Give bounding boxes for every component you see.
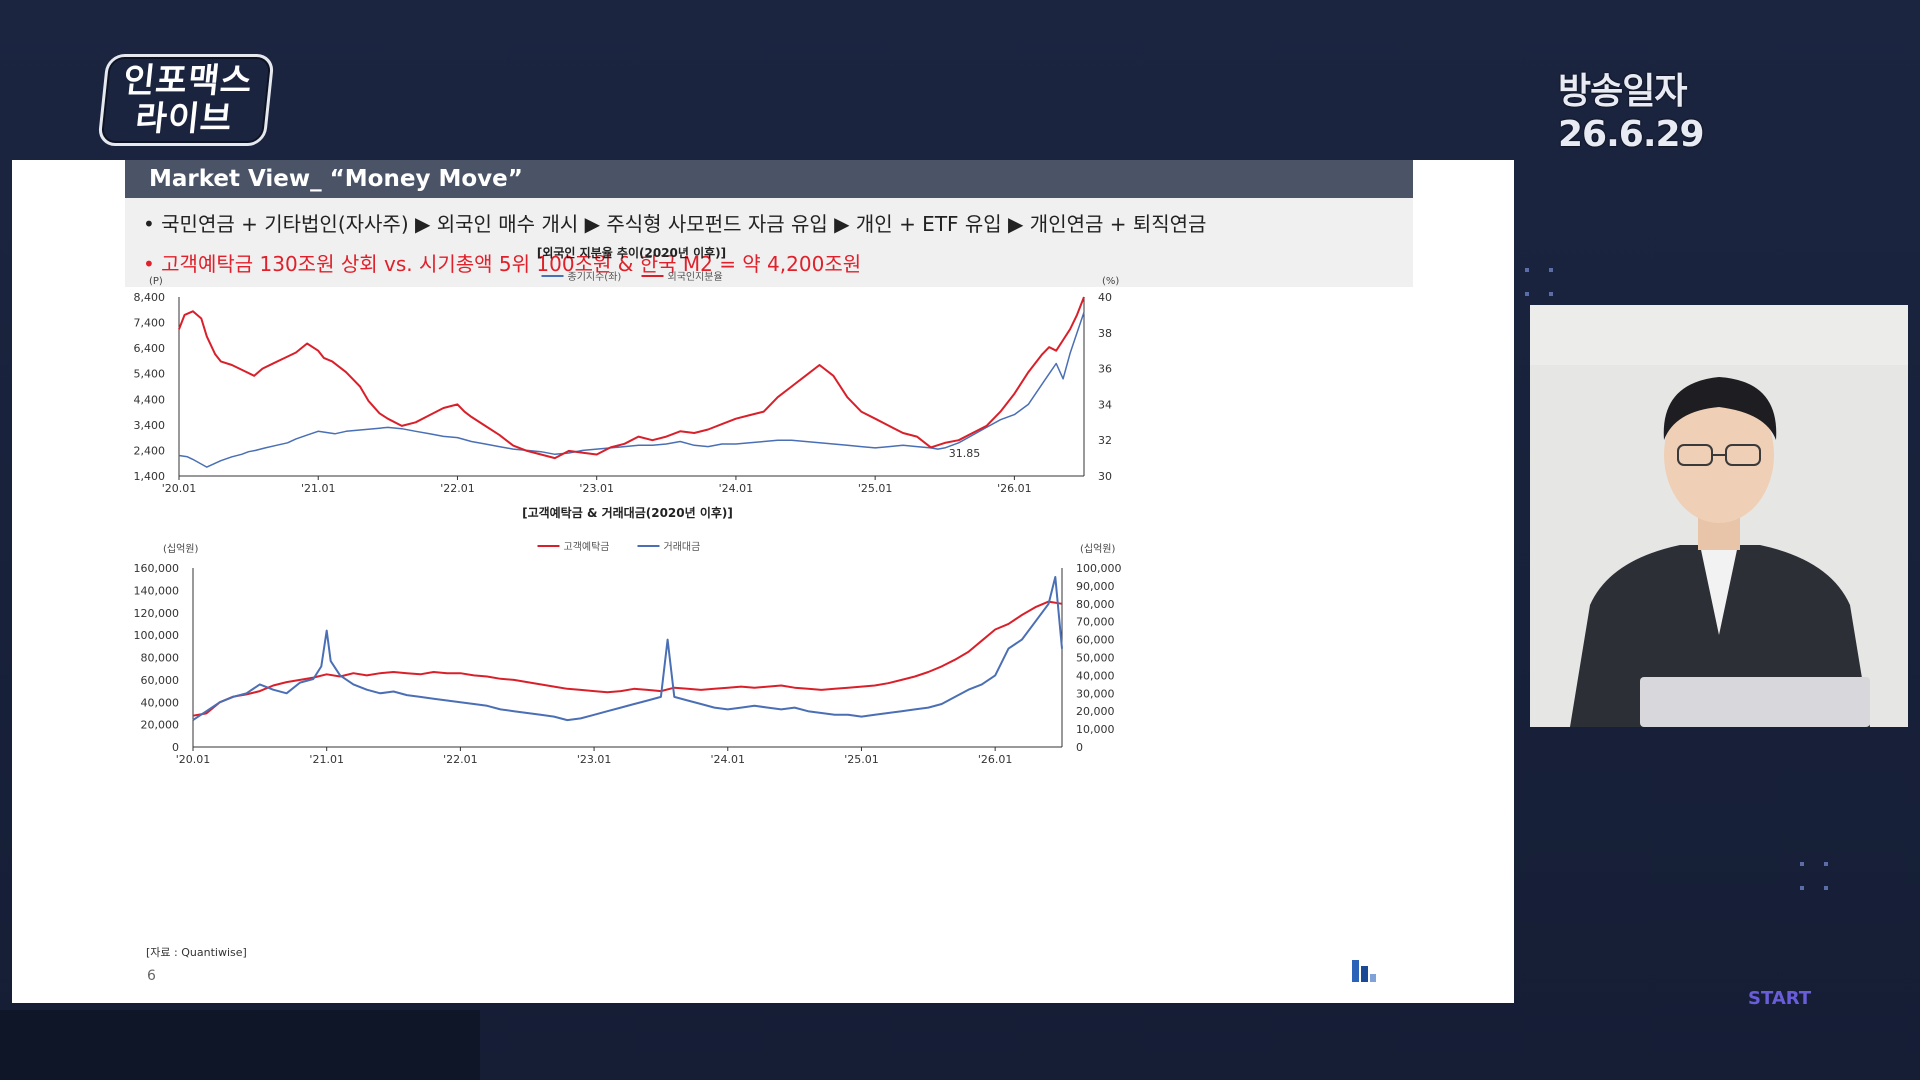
right-tick-label: 34 bbox=[1098, 398, 1112, 411]
x-tick-label: '21.01 bbox=[309, 753, 344, 766]
legend-label: 고객예탁금 bbox=[564, 541, 610, 553]
right-axis-unit: (십억원) bbox=[1080, 543, 1116, 555]
presenter-figure bbox=[1530, 305, 1908, 727]
left-axis-unit: (P) bbox=[149, 276, 163, 287]
legend-label: 종기지수(좌) bbox=[568, 271, 622, 283]
right-tick-label: 36 bbox=[1098, 363, 1112, 376]
charts-canvas: [외국인 지분율 추이(2020년 이후)] 종기지수(좌) 외국인지분율 (P) (%… bbox=[134, 245, 1122, 766]
right-tick-label: 40 bbox=[1098, 291, 1112, 304]
x-tick-label: '22.01 bbox=[440, 482, 475, 495]
x-tick-label: '25.01 bbox=[858, 482, 893, 495]
decor-dots-bottom bbox=[1800, 862, 1840, 902]
right-tick-label: 60,000 bbox=[1076, 634, 1115, 647]
left-tick-label: 120,000 bbox=[134, 607, 180, 620]
left-tick-label: 4,400 bbox=[134, 393, 166, 406]
x-tick-label: '24.01 bbox=[711, 753, 746, 766]
x-tick-label: '26.01 bbox=[997, 482, 1032, 495]
right-tick-label: 40,000 bbox=[1076, 669, 1115, 682]
series-line-b bbox=[192, 576, 1063, 722]
decor-dots-top bbox=[1525, 268, 1565, 308]
right-tick-label: 90,000 bbox=[1076, 580, 1115, 593]
infomax-live-logo: 인포맥스 라이브 bbox=[97, 54, 275, 146]
left-tick-label: 100,000 bbox=[134, 629, 180, 642]
broadcast-date: 방송일자 26.6.29 bbox=[1558, 71, 1705, 155]
logo-line2: 라이브 bbox=[133, 99, 235, 139]
left-tick-label: 5,400 bbox=[134, 368, 166, 381]
chart-title: [고객예탁금 & 거래대금(2020년 이후)] bbox=[522, 505, 733, 520]
right-tick-label: 20,000 bbox=[1076, 705, 1115, 718]
right-tick-label: 70,000 bbox=[1076, 616, 1115, 629]
legend-label: 외국인지분율 bbox=[668, 271, 723, 283]
slide-summary-box: • 국민연금 + 기타법인(자사주) ▶ 외국인 매수 개시 ▶ 주식형 사모펀… bbox=[125, 198, 1413, 287]
x-tick-label: '24.01 bbox=[719, 482, 754, 495]
right-tick-label: 80,000 bbox=[1076, 598, 1115, 611]
right-tick-label: 100,000 bbox=[1076, 562, 1122, 575]
left-tick-label: 7,400 bbox=[134, 317, 166, 330]
left-tick-label: 60,000 bbox=[141, 674, 180, 687]
right-tick-label: 38 bbox=[1098, 327, 1112, 340]
left-tick-label: 80,000 bbox=[141, 652, 180, 665]
x-tick-label: '23.01 bbox=[579, 482, 614, 495]
slide-page-number: 6 bbox=[147, 968, 156, 984]
background-strip bbox=[0, 1010, 480, 1080]
right-tick-label: 30,000 bbox=[1076, 687, 1115, 700]
series-line-b bbox=[178, 296, 1085, 460]
legend-label: 거래대금 bbox=[664, 541, 701, 553]
left-tick-label: 3,400 bbox=[134, 419, 166, 432]
right-tick-label: 32 bbox=[1098, 434, 1112, 447]
x-tick-label: '26.01 bbox=[978, 753, 1013, 766]
left-tick-label: 40,000 bbox=[141, 696, 180, 709]
x-tick-label: '20.01 bbox=[176, 753, 211, 766]
logo-line1: 인포맥스 bbox=[121, 61, 255, 101]
x-tick-label: '22.01 bbox=[443, 753, 478, 766]
right-tick-label: 0 bbox=[1076, 741, 1083, 754]
right-axis-unit: (%) bbox=[1102, 276, 1119, 287]
series-line-a bbox=[178, 312, 1085, 468]
chart-annotation: 31.85 bbox=[949, 447, 981, 460]
presenter-video bbox=[1530, 305, 1908, 727]
series-line-a bbox=[192, 600, 1063, 717]
left-tick-label: 140,000 bbox=[134, 584, 180, 597]
right-tick-label: 10,000 bbox=[1076, 723, 1115, 736]
start-label: START bbox=[1748, 988, 1812, 1009]
slide-title: Market View_ “Money Move” bbox=[125, 160, 1413, 198]
left-tick-label: 160,000 bbox=[134, 562, 180, 575]
summary-bullet-deposit: • 고객예탁금 130조원 상회 vs. 시기총액 5위 100조원 & 한국 … bbox=[143, 252, 862, 276]
right-tick-label: 50,000 bbox=[1076, 652, 1115, 665]
right-tick-label: 30 bbox=[1098, 470, 1112, 483]
x-tick-label: '25.01 bbox=[844, 753, 879, 766]
presentation-slide: Market View_ “Money Move” • 국민연금 + 기타법인(… bbox=[12, 160, 1514, 1003]
x-tick-label: '23.01 bbox=[577, 753, 612, 766]
x-tick-label: '20.01 bbox=[162, 482, 197, 495]
summary-bullet-flow: • 국민연금 + 기타법인(자사주) ▶ 외국인 매수 개시 ▶ 주식형 사모펀… bbox=[143, 212, 1207, 236]
left-axis-unit: (십억원) bbox=[163, 543, 199, 555]
left-tick-label: 0 bbox=[172, 741, 179, 754]
left-tick-label: 6,400 bbox=[134, 342, 166, 355]
brand-logo-icon bbox=[1352, 960, 1376, 982]
left-tick-label: 2,400 bbox=[134, 444, 166, 457]
data-source: [자료 : Quantiwise] bbox=[146, 946, 247, 959]
left-tick-label: 1,400 bbox=[134, 470, 166, 483]
left-tick-label: 8,400 bbox=[134, 291, 166, 304]
left-tick-label: 20,000 bbox=[141, 719, 180, 732]
x-tick-label: '21.01 bbox=[301, 482, 336, 495]
chart-title: [외국인 지분율 추이(2020년 이후)] bbox=[537, 245, 726, 260]
